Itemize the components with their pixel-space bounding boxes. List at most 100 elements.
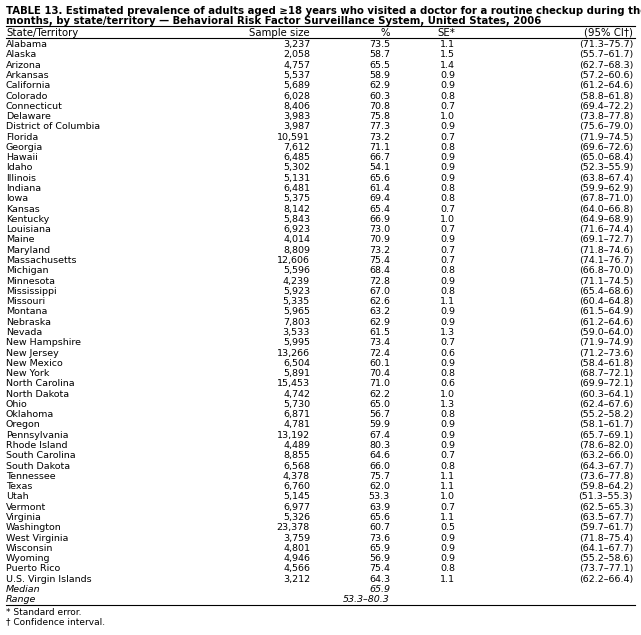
Text: Pennsylvania: Pennsylvania [6,431,69,440]
Text: (55.7–61.7): (55.7–61.7) [579,50,633,60]
Text: (78.6–82.0): (78.6–82.0) [579,441,633,450]
Text: 5,730: 5,730 [283,400,310,409]
Text: Montana: Montana [6,307,47,316]
Text: 64.3: 64.3 [369,575,390,584]
Text: 54.1: 54.1 [369,163,390,173]
Text: (63.2–66.0): (63.2–66.0) [579,451,633,460]
Text: 0.8: 0.8 [440,143,455,152]
Text: 0.9: 0.9 [440,420,455,429]
Text: 0.7: 0.7 [440,338,455,347]
Text: 5,995: 5,995 [283,338,310,347]
Text: 6,568: 6,568 [283,462,310,471]
Text: 63.2: 63.2 [369,307,390,316]
Text: Georgia: Georgia [6,143,43,152]
Text: 6,028: 6,028 [283,91,310,100]
Text: 0.9: 0.9 [440,431,455,440]
Text: (73.7–77.1): (73.7–77.1) [579,565,633,573]
Text: 3,983: 3,983 [283,112,310,121]
Text: 65.4: 65.4 [369,204,390,213]
Text: 1.0: 1.0 [440,390,455,399]
Text: 6,481: 6,481 [283,184,310,193]
Text: 0.6: 0.6 [440,349,455,358]
Text: (66.8–70.0): (66.8–70.0) [579,266,633,276]
Text: (62.5–65.3): (62.5–65.3) [579,503,633,512]
Text: 4,781: 4,781 [283,420,310,429]
Text: Missouri: Missouri [6,297,45,306]
Text: 62.0: 62.0 [369,482,390,491]
Text: 0.9: 0.9 [440,153,455,162]
Text: (64.9–68.9): (64.9–68.9) [579,215,633,224]
Text: 0.9: 0.9 [440,533,455,542]
Text: Rhode Island: Rhode Island [6,441,67,450]
Text: Vermont: Vermont [6,503,46,512]
Text: Puerto Rico: Puerto Rico [6,565,60,573]
Text: 1.0: 1.0 [440,112,455,121]
Text: North Dakota: North Dakota [6,390,69,399]
Text: Idaho: Idaho [6,163,33,173]
Text: New Jersey: New Jersey [6,349,59,358]
Text: 1.1: 1.1 [440,513,455,522]
Text: Indiana: Indiana [6,184,41,193]
Text: Colorado: Colorado [6,91,48,100]
Text: 0.9: 0.9 [440,71,455,80]
Text: 13,192: 13,192 [277,431,310,440]
Text: (71.1–74.5): (71.1–74.5) [579,277,633,286]
Text: 71.0: 71.0 [369,379,390,389]
Text: 77.3: 77.3 [369,123,390,131]
Text: 4,566: 4,566 [283,565,310,573]
Text: Median: Median [6,585,40,594]
Text: 0.7: 0.7 [440,503,455,512]
Text: (55.2–58.6): (55.2–58.6) [579,554,633,563]
Text: 6,760: 6,760 [283,482,310,491]
Text: 65.6: 65.6 [369,174,390,183]
Text: 2,058: 2,058 [283,50,310,60]
Text: 64.6: 64.6 [369,451,390,460]
Text: 62.9: 62.9 [369,81,390,90]
Text: Connecticut: Connecticut [6,102,63,111]
Text: (71.2–73.6): (71.2–73.6) [579,349,633,358]
Text: Sample size: Sample size [249,27,310,37]
Text: 3,237: 3,237 [283,40,310,49]
Text: California: California [6,81,51,90]
Text: 4,239: 4,239 [283,277,310,286]
Text: 4,801: 4,801 [283,544,310,553]
Text: (61.5–64.9): (61.5–64.9) [579,307,633,316]
Text: 60.7: 60.7 [369,523,390,532]
Text: 62.6: 62.6 [369,297,390,306]
Text: (68.7–72.1): (68.7–72.1) [579,369,633,378]
Text: 63.9: 63.9 [369,503,390,512]
Text: 4,946: 4,946 [283,554,310,563]
Text: (64.0–66.8): (64.0–66.8) [579,204,633,213]
Text: 61.5: 61.5 [369,328,390,337]
Text: 15,453: 15,453 [277,379,310,389]
Text: (65.0–68.4): (65.0–68.4) [579,153,633,162]
Text: (64.3–67.7): (64.3–67.7) [579,462,633,471]
Text: Wyoming: Wyoming [6,554,51,563]
Text: Oregon: Oregon [6,420,41,429]
Text: 4,378: 4,378 [283,472,310,481]
Text: 62.9: 62.9 [369,318,390,326]
Text: 75.4: 75.4 [369,256,390,265]
Text: 10,591: 10,591 [277,133,310,142]
Text: 60.1: 60.1 [369,359,390,368]
Text: 73.0: 73.0 [369,225,390,234]
Text: South Dakota: South Dakota [6,462,70,471]
Text: 13,266: 13,266 [277,349,310,358]
Text: months, by state/territory — Behavioral Risk Factor Surveillance System, United : months, by state/territory — Behavioral … [6,15,541,25]
Text: 5,131: 5,131 [283,174,310,183]
Text: 8,809: 8,809 [283,246,310,255]
Text: (65.7–69.1): (65.7–69.1) [579,431,633,440]
Text: (69.1–72.7): (69.1–72.7) [579,236,633,244]
Text: 5,891: 5,891 [283,369,310,378]
Text: (73.6–77.8): (73.6–77.8) [579,472,633,481]
Text: (58.1–61.7): (58.1–61.7) [579,420,633,429]
Text: 0.7: 0.7 [440,225,455,234]
Text: (73.8–77.8): (73.8–77.8) [579,112,633,121]
Text: 0.9: 0.9 [440,554,455,563]
Text: Texas: Texas [6,482,33,491]
Text: 4,757: 4,757 [283,61,310,70]
Text: (62.2–66.4): (62.2–66.4) [579,575,633,584]
Text: 66.9: 66.9 [369,215,390,224]
Text: 7,803: 7,803 [283,318,310,326]
Text: 8,406: 8,406 [283,102,310,111]
